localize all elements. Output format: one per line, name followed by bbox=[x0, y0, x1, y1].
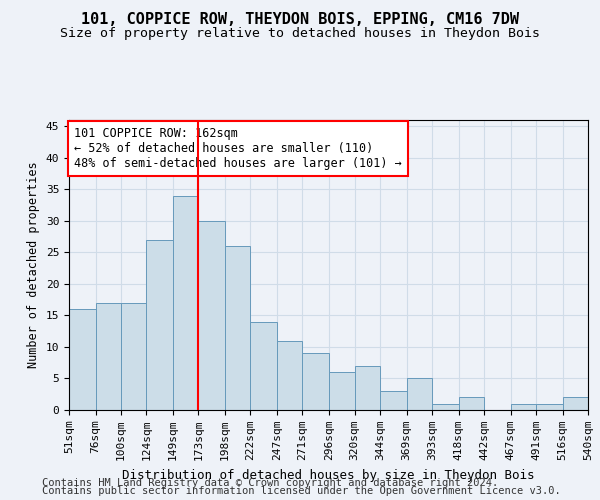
Bar bbox=[121, 303, 146, 410]
Text: Contains public sector information licensed under the Open Government Licence v3: Contains public sector information licen… bbox=[42, 486, 561, 496]
Bar bbox=[536, 404, 563, 410]
Bar bbox=[329, 372, 355, 410]
Bar bbox=[355, 366, 380, 410]
Bar bbox=[563, 398, 588, 410]
Text: 101 COPPICE ROW: 162sqm
← 52% of detached houses are smaller (110)
48% of semi-d: 101 COPPICE ROW: 162sqm ← 52% of detache… bbox=[74, 127, 402, 170]
Bar bbox=[380, 391, 407, 410]
Bar bbox=[199, 221, 225, 410]
Bar bbox=[95, 303, 121, 410]
Bar bbox=[277, 340, 302, 410]
Bar bbox=[458, 398, 484, 410]
Bar bbox=[146, 240, 173, 410]
Bar bbox=[250, 322, 277, 410]
Bar bbox=[511, 404, 536, 410]
Bar bbox=[302, 354, 329, 410]
Bar bbox=[69, 309, 95, 410]
Bar bbox=[407, 378, 432, 410]
Text: Contains HM Land Registry data © Crown copyright and database right 2024.: Contains HM Land Registry data © Crown c… bbox=[42, 478, 498, 488]
Bar bbox=[225, 246, 250, 410]
Y-axis label: Number of detached properties: Number of detached properties bbox=[27, 162, 40, 368]
X-axis label: Distribution of detached houses by size in Theydon Bois: Distribution of detached houses by size … bbox=[122, 468, 535, 481]
Bar bbox=[173, 196, 199, 410]
Text: Size of property relative to detached houses in Theydon Bois: Size of property relative to detached ho… bbox=[60, 28, 540, 40]
Text: 101, COPPICE ROW, THEYDON BOIS, EPPING, CM16 7DW: 101, COPPICE ROW, THEYDON BOIS, EPPING, … bbox=[81, 12, 519, 28]
Bar bbox=[432, 404, 458, 410]
